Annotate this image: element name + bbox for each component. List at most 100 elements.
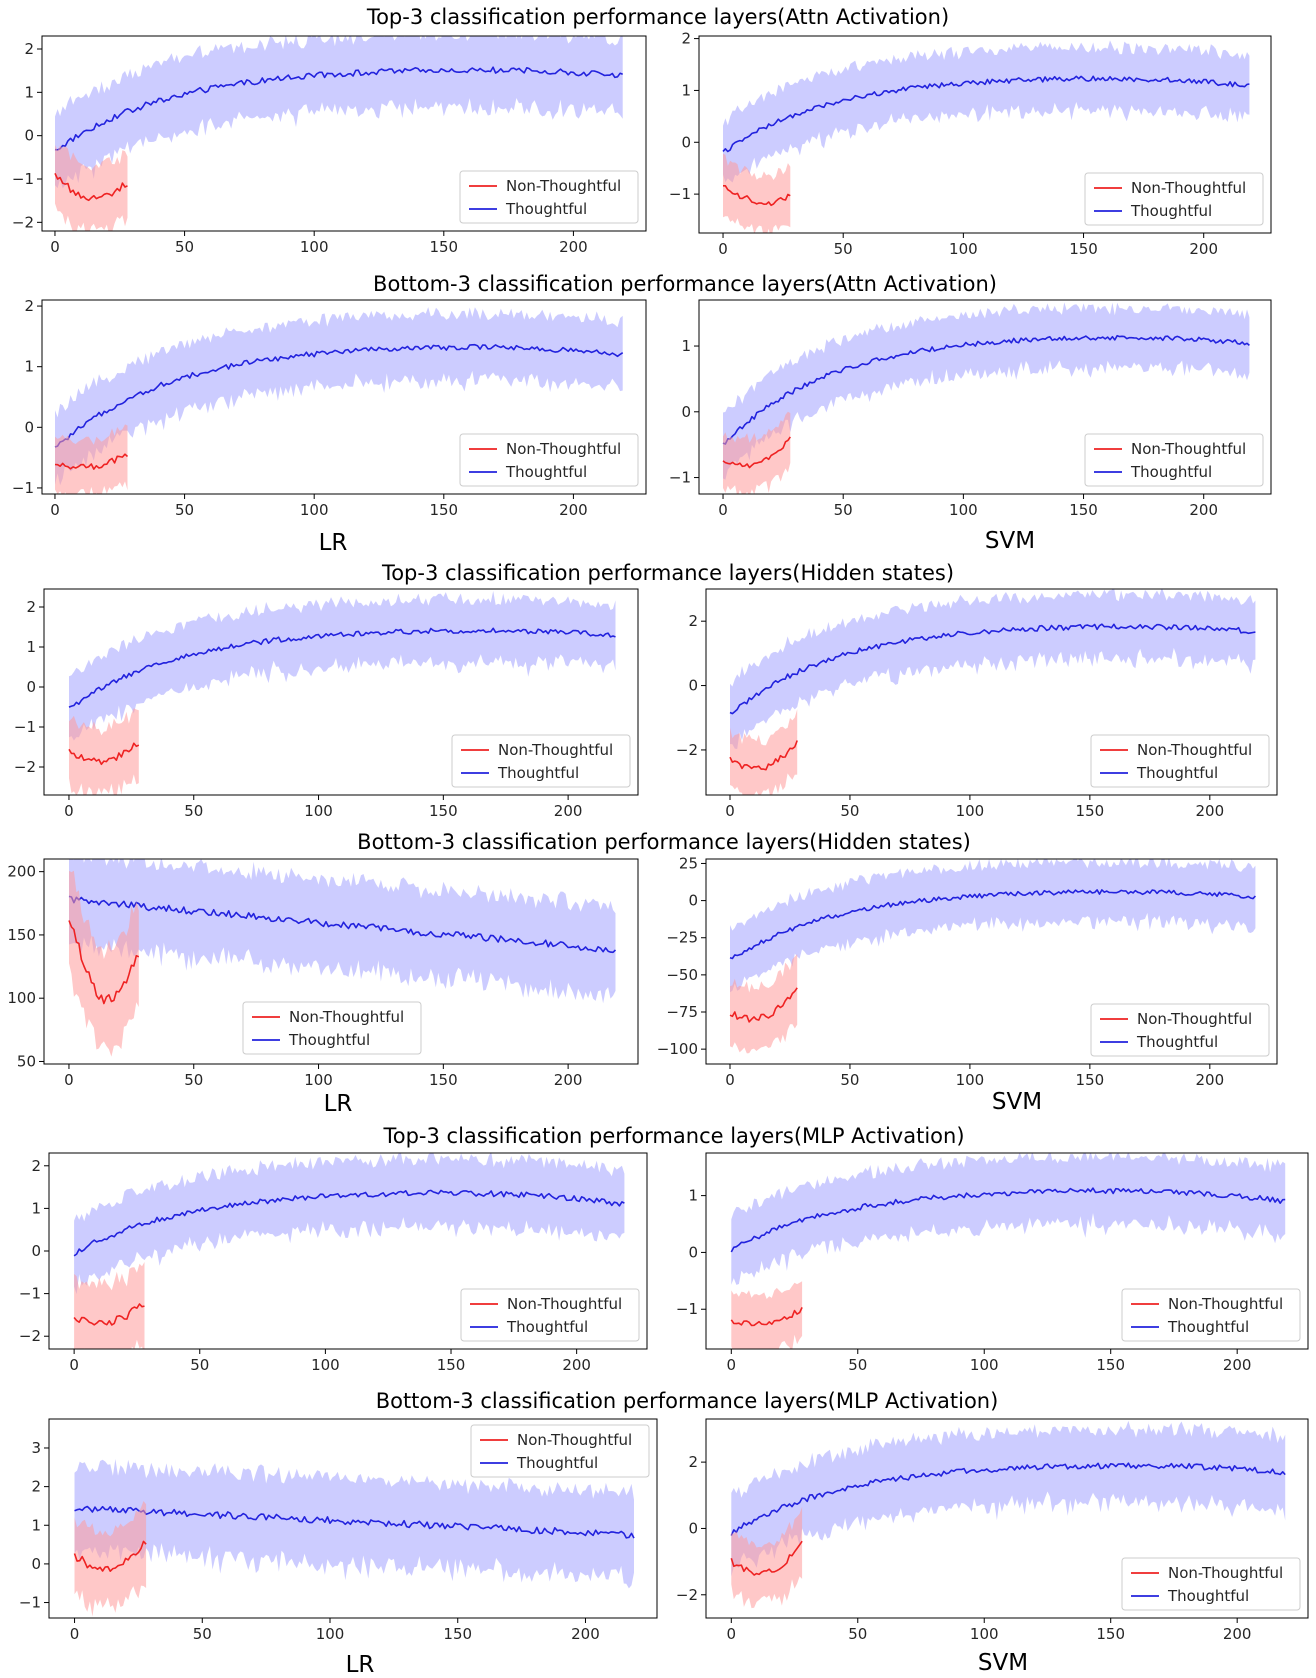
section-title-attn-bottom3: Bottom-3 classification performance laye…	[373, 272, 997, 296]
band-thoughtful-p9	[74, 1153, 625, 1295]
legend-p11: Non-Thoughtful Thoughtful	[470, 1424, 650, 1478]
band-non-thoughtful-p6	[730, 709, 798, 795]
chart-p6: 0 50 100 150 200 −2 0 2 Non-Thoughtful Thoughtful	[676, 588, 1278, 820]
chart-p5: 0 50 100 150 200 −2 −1 0 1 2 Non-Thoughtful Thought…	[14, 588, 639, 820]
legend-p6: Non-Thoughtful Thoughtful	[1090, 734, 1270, 788]
axes-frame-p1	[41, 35, 647, 232]
band-thoughtful-p11	[74, 1459, 634, 1589]
chart-p12: 0 50 100 150 200 −2 0 2 Non-Thoughtful Thoughtful	[676, 1418, 1309, 1643]
axes-frame-p6	[705, 588, 1278, 796]
y-tick-label-p1-0: −2	[12, 213, 34, 231]
legend-label-non-thoughtful-p11: Non-Thoughtful	[517, 1431, 632, 1449]
plot-area-p4	[722, 302, 1250, 494]
legend-box-p8	[1090, 1003, 1270, 1057]
y-tick-label-p7-2: 150	[7, 926, 36, 944]
x-tick-label-p11-2: 100	[316, 1625, 345, 1643]
method-label-svm-2: SVM	[992, 1089, 1042, 1115]
x-tick-label-p11-1: 50	[193, 1625, 212, 1643]
x-tick-label-p6-1: 50	[840, 802, 859, 820]
x-tick-label-p10-1: 50	[848, 1356, 867, 1374]
legend-p5: Non-Thoughtful Thoughtful	[451, 734, 631, 788]
y-tick-label-p11-4: 3	[31, 1439, 41, 1457]
y-tick-label-p12-0: −2	[676, 1586, 698, 1604]
y-tick-label-p2-0: −1	[669, 185, 691, 203]
x-tick-label-p9-1: 50	[190, 1356, 209, 1374]
x-tick-label-p6-3: 150	[1076, 802, 1105, 820]
x-tick-label-p12-1: 50	[848, 1625, 867, 1643]
x-tick-label-p6-2: 100	[956, 802, 985, 820]
x-tick-label-p3-4: 200	[559, 501, 588, 519]
legend-label-thoughtful-p6: Thoughtful	[1136, 764, 1218, 782]
plot-area-p2	[722, 40, 1250, 233]
y-tick-label-p11-3: 2	[31, 1478, 41, 1496]
legend-label-thoughtful-p1: Thoughtful	[505, 200, 587, 218]
y-tick-label-p1-4: 2	[24, 40, 34, 58]
x-tick-label-p10-3: 150	[1096, 1356, 1125, 1374]
line-non-thoughtful-p5	[68, 742, 140, 766]
legend-label-non-thoughtful-p4: Non-Thoughtful	[1131, 440, 1246, 458]
y-tick-label-p10-1: 0	[688, 1243, 698, 1261]
x-tick-label-p3-1: 50	[175, 501, 194, 519]
legend-label-thoughtful-p11: Thoughtful	[516, 1454, 598, 1472]
x-tick-label-p5-1: 50	[184, 802, 203, 820]
x-tick-label-p7-3: 150	[429, 1071, 458, 1089]
x-tick-label-p1-2: 100	[300, 238, 329, 256]
chart-p11: 0 50 100 150 200 −1 0 1 2 3 Non-Thoughtful Thoughtf…	[19, 1418, 658, 1643]
x-tick-label-p4-2: 100	[949, 501, 978, 519]
legend-box-p3	[459, 433, 639, 487]
chart-p3: 0 50 100 150 200 −1 0 1 2 Non-Thoughtful Thoughtfu…	[12, 297, 647, 519]
legend-box-p2	[1084, 172, 1264, 226]
line-thoughtful-p9	[73, 1189, 625, 1257]
y-tick-label-p1-1: −1	[12, 170, 34, 188]
method-label-lr-2: LR	[324, 1091, 353, 1117]
y-tick-label-p6-1: 0	[688, 677, 698, 695]
line-non-thoughtful-p10	[730, 1307, 803, 1327]
line-thoughtful-p4	[722, 334, 1250, 445]
legend-box-p11	[470, 1424, 650, 1478]
x-tick-label-p2-3: 150	[1069, 240, 1098, 258]
axes-frame-p5	[43, 588, 639, 796]
x-tick-label-p8-2: 100	[956, 1071, 985, 1089]
x-tick-label-p3-2: 100	[300, 501, 329, 519]
legend-label-thoughtful-p7: Thoughtful	[288, 1031, 370, 1049]
x-tick-label-p8-4: 200	[1196, 1071, 1225, 1089]
method-label-svm-1: SVM	[985, 528, 1035, 554]
legend-p7: Non-Thoughtful Thoughtful	[242, 1001, 422, 1055]
band-thoughtful-p12	[731, 1420, 1286, 1577]
plot-area-p5	[68, 591, 616, 795]
legend-box-p5	[451, 734, 631, 788]
x-tick-label-p7-4: 200	[554, 1071, 583, 1089]
line-non-thoughtful-p1	[54, 172, 128, 202]
section-title-hidden-bottom3: Bottom-3 classification performance laye…	[357, 830, 971, 854]
x-tick-label-p4-1: 50	[834, 501, 853, 519]
legend-box-p12	[1121, 1557, 1301, 1611]
legend-p3: Non-Thoughtful Thoughtful	[459, 433, 639, 487]
y-tick-label-p5-2: 0	[26, 678, 36, 696]
legend-p12: Non-Thoughtful Thoughtful	[1121, 1557, 1301, 1611]
section-title-attn-top3: Top-3 classification performance layers(…	[366, 5, 949, 29]
x-tick-label-p5-0: 0	[64, 802, 74, 820]
x-tick-label-p7-0: 0	[64, 1071, 74, 1089]
x-tick-label-p11-0: 0	[70, 1625, 80, 1643]
legend-p4: Non-Thoughtful Thoughtful	[1084, 433, 1264, 487]
y-tick-label-p2-3: 2	[681, 30, 691, 48]
x-tick-label-p8-3: 150	[1076, 1071, 1105, 1089]
axes-frame-p10	[705, 1152, 1309, 1350]
line-non-thoughtful-p2	[723, 185, 791, 207]
x-tick-label-p8-0: 0	[725, 1071, 735, 1089]
method-label-lr-3: LR	[346, 1652, 375, 1678]
legend-label-non-thoughtful-p10: Non-Thoughtful	[1168, 1295, 1283, 1313]
line-non-thoughtful-p6	[729, 740, 798, 771]
plot-area-p8	[729, 859, 1256, 1054]
legend-label-non-thoughtful-p9: Non-Thoughtful	[507, 1295, 622, 1313]
x-tick-label-p8-1: 50	[840, 1071, 859, 1089]
plot-area-p12	[730, 1420, 1286, 1609]
line-thoughtful-p10	[730, 1187, 1286, 1253]
y-tick-label-p7-1: 100	[7, 989, 36, 1007]
x-tick-label-p12-4: 200	[1223, 1625, 1252, 1643]
chart-p2: 0 50 100 150 200 −1 0 1 2 Non-Thoughtful Thoughtfu…	[669, 30, 1272, 258]
band-non-thoughtful-p1	[55, 145, 128, 231]
line-non-thoughtful-p7	[68, 920, 140, 1005]
chart-p8: 0 50 100 150 200 −100 −75 −50 −25 0 25 Non-Thoughtf…	[657, 854, 1278, 1089]
legend-label-thoughtful-p4: Thoughtful	[1130, 463, 1212, 481]
